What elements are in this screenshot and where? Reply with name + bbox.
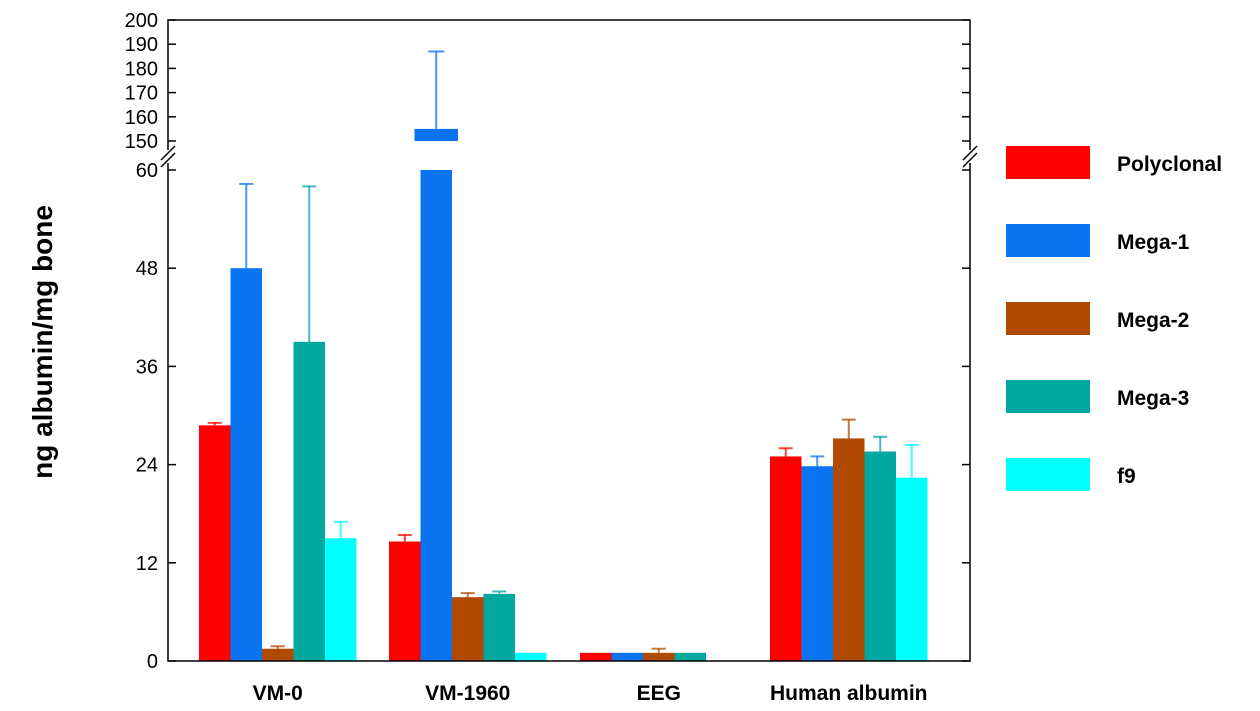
y-tick-label: 180 [125, 58, 158, 80]
y-tick-label: 190 [125, 34, 158, 56]
bar-mega-2-3 [833, 438, 865, 661]
y-tick-label: 48 [136, 258, 158, 280]
bar-polyclonal-1 [389, 541, 421, 661]
lower-frame [167, 163, 971, 662]
bar-mega-3-2 [674, 652, 706, 661]
bar-mega-3-0 [293, 341, 325, 661]
y-tick-label: 170 [125, 83, 158, 105]
axis-break-mark [962, 145, 978, 161]
bar-mega-1-3 [801, 466, 833, 661]
upper-frame [167, 19, 971, 150]
bar-top-segment [414, 128, 458, 141]
bar-mega-1-1 [420, 170, 452, 661]
legend-swatch-polyclonal [1006, 146, 1090, 179]
legend-swatch-mega-2 [1006, 302, 1090, 335]
bars-layer [199, 50, 928, 661]
y-tick-label: 36 [136, 356, 158, 378]
bar-f9-0 [325, 538, 357, 661]
y-tick-label: 12 [136, 553, 158, 575]
y-tick-label: 0 [147, 651, 158, 673]
y-tick-label: 160 [125, 107, 158, 129]
legend-label: Mega-3 [1117, 387, 1189, 410]
x-category-label: VM-0 [253, 682, 303, 705]
bar-mega-1-2 [611, 652, 643, 661]
bar-mega-3-3 [864, 451, 896, 661]
bar-mega-1-0 [230, 268, 262, 661]
bar-mega-3-1 [483, 593, 515, 661]
bar-f9-3 [896, 477, 928, 661]
legend-label: f9 [1117, 465, 1136, 488]
bar-mega-2-2 [643, 652, 675, 661]
x-category-label: Human albumin [770, 682, 928, 705]
x-category-label: VM-1960 [425, 682, 510, 705]
legend-swatch-f9 [1006, 458, 1090, 491]
legend-label: Mega-1 [1117, 231, 1190, 254]
bar-f9-1 [515, 652, 547, 661]
y-tick-label: 200 [125, 10, 158, 32]
y-tick-label: 60 [136, 160, 158, 182]
bar-mega-2-1 [452, 597, 484, 661]
y-tick-label: 24 [136, 455, 158, 477]
category-labels: VM-0 VM-1960 EEG Human albumin [253, 682, 928, 705]
frame-layer [160, 19, 978, 662]
x-category-label: EEG [637, 682, 681, 705]
bar-polyclonal-3 [770, 456, 802, 661]
y-tick-label: 150 [125, 131, 158, 153]
legend-swatch-mega-1 [1006, 224, 1090, 257]
legend-label: Polyclonal [1117, 153, 1222, 176]
y-axis-label: ng albumin/mg bone [27, 205, 58, 479]
axis-break-mark [962, 152, 978, 168]
legend: Polyclonal Mega-1 Mega-2 Mega-3 f9 [1006, 146, 1222, 491]
bar-mega-2-0 [262, 648, 294, 661]
legend-label: Mega-2 [1117, 309, 1189, 332]
bar-polyclonal-0 [199, 425, 231, 661]
bar-polyclonal-2 [580, 652, 612, 661]
legend-swatch-mega-3 [1006, 380, 1090, 413]
axis-break-mark [160, 152, 176, 168]
axis-break-mark [160, 145, 176, 161]
